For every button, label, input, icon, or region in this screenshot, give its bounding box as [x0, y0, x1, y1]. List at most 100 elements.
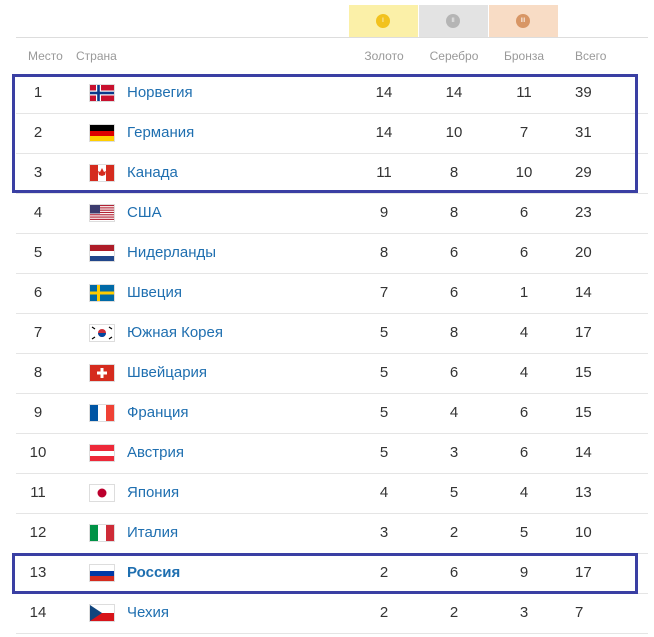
- country[interactable]: Австрия: [127, 444, 185, 461]
- silver: 14: [445, 84, 463, 101]
- flag: [98, 168, 106, 176]
- flag: [106, 525, 114, 541]
- flag: [90, 165, 98, 181]
- total: 29: [575, 164, 592, 181]
- place: 2: [33, 124, 43, 141]
- row-separator: [16, 113, 648, 114]
- row-separator: [16, 433, 648, 434]
- place: 10: [29, 444, 47, 461]
- flag: [89, 124, 115, 142]
- bronze: 4: [519, 484, 529, 501]
- place: 5: [33, 244, 43, 261]
- flag: [98, 405, 106, 421]
- flag: [97, 488, 107, 498]
- flag: [106, 165, 114, 181]
- total: 17: [575, 564, 592, 581]
- total: 15: [575, 404, 592, 421]
- country[interactable]: Швеция: [127, 284, 182, 301]
- col-country: Страна: [76, 49, 117, 63]
- place: 8: [33, 364, 43, 381]
- flag: [89, 404, 115, 422]
- flag: [90, 576, 114, 581]
- silver: 6: [449, 364, 459, 381]
- flag: [90, 211, 114, 214]
- country[interactable]: Нидерланды: [127, 244, 217, 261]
- row-separator: [16, 313, 648, 314]
- flag: [89, 524, 115, 542]
- total: 14: [575, 444, 592, 461]
- flag: [89, 484, 115, 502]
- gold-header: I: [349, 5, 418, 37]
- flag: [90, 451, 114, 456]
- total: 39: [575, 84, 592, 101]
- row-separator: [16, 473, 648, 474]
- country[interactable]: Южная Корея: [127, 324, 223, 341]
- silver-icon: II: [446, 14, 460, 28]
- col-gold: Золото: [364, 49, 404, 63]
- total: 10: [575, 524, 592, 541]
- gold: 8: [379, 244, 389, 261]
- flag: [89, 564, 115, 582]
- country[interactable]: Италия: [127, 524, 179, 541]
- total: 13: [575, 484, 592, 501]
- bronze: 4: [519, 364, 529, 381]
- flag: [89, 364, 115, 382]
- country[interactable]: Германия: [127, 124, 195, 141]
- silver: 8: [449, 204, 459, 221]
- col-silver: Серебро: [429, 49, 479, 63]
- col-place: Место: [28, 49, 63, 63]
- silver: 6: [449, 564, 459, 581]
- highlight-top3: [12, 74, 638, 193]
- bronze: 5: [519, 524, 529, 541]
- country[interactable]: Чехия: [127, 604, 170, 621]
- row-separator: [16, 193, 648, 194]
- flag: [89, 204, 115, 222]
- place: 3: [33, 164, 43, 181]
- flag: [90, 205, 100, 214]
- flag: [106, 405, 114, 421]
- country[interactable]: Россия: [127, 564, 181, 581]
- place: 4: [33, 204, 43, 221]
- country[interactable]: Норвегия: [127, 84, 193, 101]
- country[interactable]: Франция: [127, 404, 189, 421]
- country[interactable]: Канада: [127, 164, 178, 181]
- total: 31: [575, 124, 592, 141]
- gold: 3: [379, 524, 389, 541]
- flag: [89, 444, 115, 462]
- country[interactable]: США: [127, 204, 162, 221]
- bronze: 6: [519, 244, 529, 261]
- flag: [91, 326, 113, 340]
- flag: [90, 125, 114, 131]
- row-separator: [16, 153, 648, 154]
- bronze-icon: III: [516, 14, 530, 28]
- flag: [89, 164, 115, 182]
- silver: 6: [449, 284, 459, 301]
- flag: [89, 244, 115, 262]
- place: 13: [29, 564, 47, 581]
- silver: 10: [445, 124, 463, 141]
- flag: [90, 605, 102, 621]
- flag: [90, 245, 114, 251]
- silver: 2: [449, 604, 459, 621]
- row-separator: [16, 233, 648, 234]
- col-total: Всего: [575, 49, 607, 63]
- gold: 2: [379, 564, 389, 581]
- flag: [90, 605, 114, 613]
- silver: 5: [449, 484, 459, 501]
- flag: [90, 136, 114, 141]
- flag: [90, 525, 98, 541]
- flag: [98, 525, 106, 541]
- country[interactable]: Япония: [127, 484, 180, 501]
- flag: [90, 209, 114, 211]
- place: 6: [33, 284, 43, 301]
- silver: 2: [449, 524, 459, 541]
- row-separator: [16, 393, 648, 394]
- gold: 5: [379, 404, 389, 421]
- silver: 8: [449, 324, 459, 341]
- country[interactable]: Швейцария: [127, 364, 208, 381]
- flag: [89, 284, 115, 302]
- flag: [90, 456, 114, 461]
- gold: 14: [375, 124, 393, 141]
- place: 14: [29, 604, 47, 621]
- flag: [90, 571, 114, 576]
